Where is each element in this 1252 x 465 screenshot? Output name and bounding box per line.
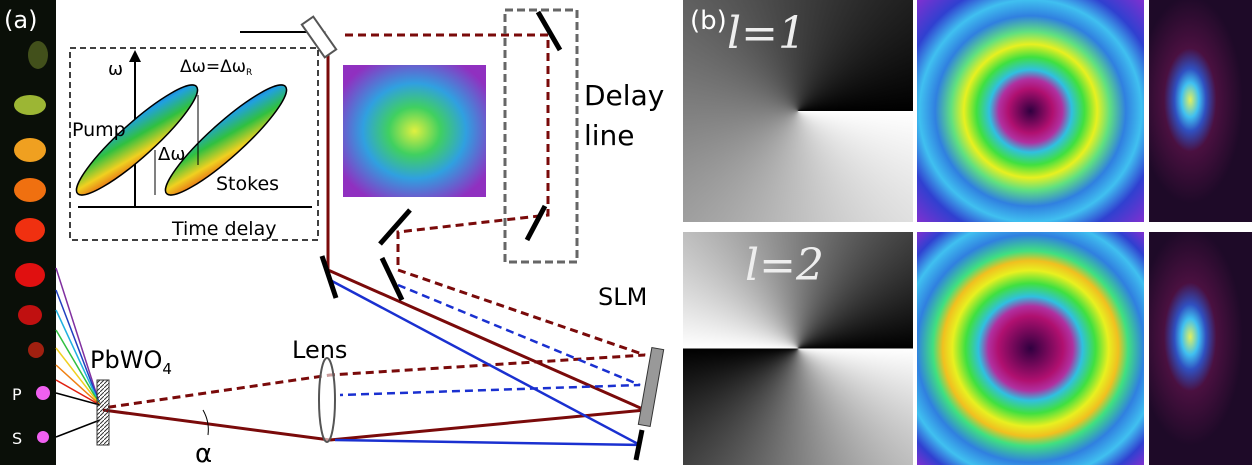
label: line	[584, 119, 635, 152]
label: Stokes	[216, 173, 279, 195]
spot-label: P	[12, 385, 22, 404]
slm	[638, 348, 663, 427]
beam-image	[1149, 0, 1252, 222]
panel-label: (a)	[4, 6, 37, 34]
label: Lens	[292, 336, 347, 364]
text: PbWO	[90, 346, 162, 374]
label: PbWO4	[90, 346, 172, 378]
text: Δω=Δω	[180, 57, 246, 77]
speckle-image	[343, 65, 486, 197]
label: Δω	[158, 144, 185, 165]
delay-box	[505, 10, 577, 262]
beam-image	[1149, 232, 1252, 465]
label: Delay	[584, 79, 664, 112]
spot-label: S	[12, 429, 22, 448]
stokes-beam	[330, 280, 640, 445]
panel-label: (b)	[690, 6, 727, 36]
ring-image	[917, 0, 1144, 222]
setup-diagram: (a) P S ω Δω=ΔωR Pump Δω Stokes Time del…	[0, 0, 680, 465]
row-label: l=1	[727, 8, 806, 59]
crystal	[97, 380, 109, 445]
label: Pump	[72, 119, 126, 141]
arrow	[129, 50, 141, 62]
label: SLM	[598, 283, 647, 311]
figure: l=1 l=2 (b) (a) P S	[0, 0, 1252, 465]
lens	[319, 358, 335, 442]
label: α	[195, 439, 212, 465]
axis-label: ω	[108, 59, 123, 80]
subscript: 4	[162, 360, 172, 378]
subscript: R	[246, 68, 252, 78]
equation: Δω=ΔωR	[180, 57, 252, 78]
row-label: l=2	[745, 240, 824, 291]
axis-label: Time delay	[171, 218, 276, 240]
ring-image	[917, 232, 1144, 465]
beam-splitter	[302, 17, 336, 58]
